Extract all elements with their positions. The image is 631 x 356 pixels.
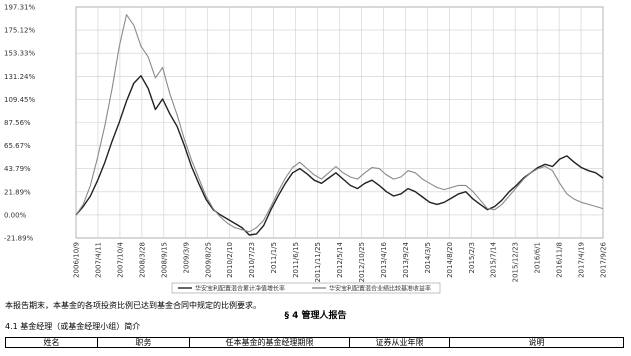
header-notes: 说明 <box>449 337 624 348</box>
x-tick-label: 2017/9/26 <box>600 241 608 277</box>
x-tick-label: 2012/5/14 <box>336 241 344 277</box>
y-tick-label: 131.24% <box>4 73 35 81</box>
x-tick-label: 2008/3/28 <box>138 242 146 278</box>
x-tick-label: 2014/8/20 <box>446 242 454 278</box>
x-tick-label: 2011/1/5 <box>270 242 278 273</box>
x-tick-label: 2008/9/15 <box>160 242 168 278</box>
x-tick-label: 2006/10/9 <box>73 242 81 278</box>
header-position: 职务 <box>97 337 190 348</box>
x-tick-label: 2011/11/25 <box>314 242 322 282</box>
section-title: § 4 管理人报告 <box>284 311 347 321</box>
header-years: 证券从业年限 <box>349 337 450 348</box>
header-tenure: 任本基金的基金经理期限 <box>189 337 350 348</box>
x-tick-label: 2015/2/3 <box>468 242 476 273</box>
y-tick-label: 175.12% <box>4 27 35 35</box>
y-axis-ticks: 197.31% 175.12% 153.33% 131.24% 109.45% 87.56… <box>4 4 35 243</box>
x-tick-label: 2011/6/15 <box>292 242 300 278</box>
x-tick-label: 2009/8/25 <box>204 242 212 278</box>
y-tick-label: 87.56% <box>4 119 31 127</box>
x-tick-label: 2015/12/23 <box>512 242 520 282</box>
fund-legend-label: 华安宝利配置混合累计净值增长率 <box>195 285 285 293</box>
x-tick-label: 2012/10/25 <box>358 242 366 282</box>
fund-series-line <box>75 75 604 236</box>
legend-box <box>171 282 441 294</box>
header-name: 姓名 <box>5 337 98 348</box>
y-tick-label: -21.89% <box>4 235 34 243</box>
y-tick-label: 197.31% <box>4 4 35 12</box>
x-tick-label: 2013/9/24 <box>402 241 410 277</box>
y-tick-label: 43.79% <box>4 165 31 173</box>
benchmark-series-line <box>75 14 604 233</box>
x-tick-label: 2010/7/23 <box>248 242 256 278</box>
grid-lines <box>75 6 604 239</box>
x-tick-label: 2009/3/9 <box>182 242 190 273</box>
x-tick-label: 2016/6/1 <box>534 242 542 273</box>
y-tick-label: 21.89% <box>4 188 31 196</box>
x-tick-label: 2016/11/8 <box>556 242 564 278</box>
y-tick-label: 109.45% <box>4 96 35 104</box>
series-lines <box>75 14 604 236</box>
fund-manager-table: 姓名 职务 任本基金的基金经理期限 证券从业年限 说明 <box>5 337 624 348</box>
x-tick-label: 2007/4/11 <box>94 242 102 278</box>
holding-ratio-statement: 本报告期末，本基金的各项投资比例已达到基金合同中规定的比例要求。 <box>5 301 261 310</box>
performance-chart: 197.31% 175.12% 153.33% 131.24% 109.45% 87.56… <box>4 3 608 294</box>
x-axis-ticks: 2006/10/9 2007/4/11 2007/10/4 2008/3/28 2008… <box>73 241 608 282</box>
table-header-row: 姓名 职务 任本基金的基金经理期限 证券从业年限 说明 <box>5 337 624 348</box>
y-tick-label: 0.00% <box>4 211 27 219</box>
x-tick-label: 2017/4/19 <box>578 242 586 278</box>
y-tick-label: 65.67% <box>4 142 31 150</box>
x-tick-label: 2015/7/14 <box>490 241 498 277</box>
x-tick-label: 2010/2/10 <box>226 242 234 278</box>
x-tick-label: 2014/3/5 <box>424 242 432 273</box>
x-tick-label: 2007/10/4 <box>116 241 124 277</box>
subsection-title: 4.1 基金经理（或基金经理小组）简介 <box>5 322 141 331</box>
benchmark-legend-label: 华安宝利配置混合业绩比较基准收益率 <box>329 285 431 293</box>
x-tick-label: 2013/4/16 <box>380 241 388 277</box>
chart-legend: 华安宝利配置混合累计净值增长率 华安宝利配置混合业绩比较基准收益率 <box>171 282 441 294</box>
y-tick-label: 153.33% <box>4 50 35 58</box>
